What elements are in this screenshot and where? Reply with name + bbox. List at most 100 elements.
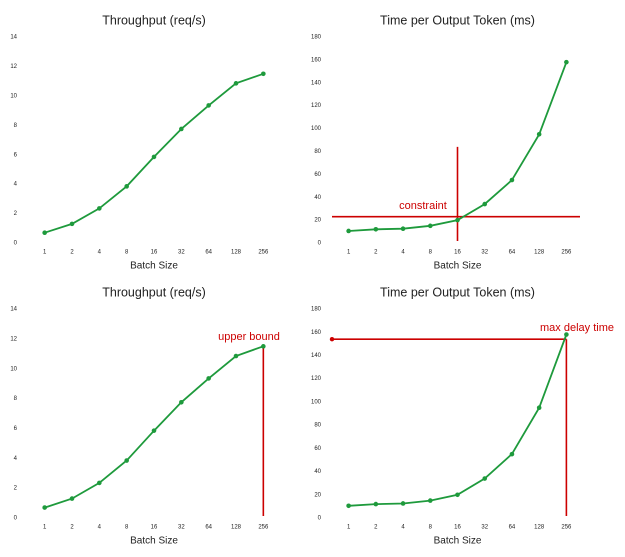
- data-point: [482, 201, 488, 207]
- data-point: [400, 226, 406, 231]
- x-tick-label: 16: [454, 525, 461, 531]
- x-tick-label: 2: [374, 250, 378, 256]
- x-axis-title: Batch Size: [130, 261, 178, 272]
- y-tick-label: 8: [14, 123, 18, 129]
- y-tick-label: 8: [14, 396, 18, 402]
- y-tick-label: 20: [314, 218, 321, 224]
- y-tick-label: 60: [314, 446, 321, 452]
- data-point: [564, 332, 569, 337]
- x-tick-label: 8: [429, 525, 433, 531]
- y-tick-label: 140: [311, 80, 322, 86]
- y-tick-label: 180: [311, 307, 322, 313]
- x-axis-title: Batch Size: [130, 536, 178, 547]
- y-tick-label: 40: [314, 195, 321, 201]
- y-tick-label: 0: [318, 241, 322, 247]
- y-tick-label: 14: [10, 307, 17, 313]
- x-tick-label: 2: [70, 250, 74, 256]
- data-point: [346, 503, 351, 509]
- chart-title: Time per Output Token (ms): [380, 285, 535, 299]
- y-tick-label: 20: [314, 492, 321, 498]
- annotation: upper bound: [218, 331, 280, 343]
- data-point: [373, 501, 379, 507]
- x-tick-label: 32: [178, 525, 185, 531]
- chart-title: Time per Output Token (ms): [380, 13, 535, 27]
- x-tick-label: 256: [561, 525, 572, 531]
- data-point: [124, 184, 129, 189]
- data-point: [373, 226, 379, 232]
- y-tick-label: 80: [314, 149, 321, 155]
- y-tick-label: 12: [10, 64, 17, 70]
- chart-title: Throughput (req/s): [102, 13, 206, 27]
- y-tick-label: 6: [14, 426, 18, 432]
- y-tick-label: 140: [311, 353, 322, 359]
- x-tick-label: 16: [151, 250, 158, 256]
- data-line: [44, 345, 264, 509]
- data-point: [97, 480, 102, 486]
- y-tick-label: 120: [311, 103, 322, 109]
- data-point: [179, 126, 184, 132]
- y-tick-label: 12: [10, 336, 17, 342]
- data-point: [233, 81, 239, 86]
- annotation: constraint: [399, 200, 447, 212]
- y-tick-label: 100: [311, 126, 322, 132]
- data-point: [124, 458, 129, 463]
- x-tick-label: 1: [43, 250, 47, 256]
- data-point: [427, 223, 433, 229]
- x-tick-label: 32: [481, 525, 488, 531]
- data-point: [261, 71, 266, 77]
- x-tick-label: 256: [561, 250, 572, 256]
- reference-marker: [329, 336, 335, 342]
- x-tick-label: 1: [347, 525, 351, 531]
- data-point: [536, 405, 542, 410]
- x-axis-title: Batch Size: [434, 536, 482, 547]
- x-tick-label: 128: [231, 525, 242, 531]
- data-point: [179, 400, 184, 405]
- y-tick-label: 2: [14, 211, 18, 217]
- x-tick-label: 128: [231, 250, 242, 256]
- x-tick-label: 8: [125, 250, 129, 256]
- data-point: [42, 505, 47, 510]
- x-axis-title: Batch Size: [434, 261, 482, 272]
- y-tick-label: 100: [311, 399, 322, 405]
- annotation: max delay time: [540, 322, 614, 334]
- data-point: [151, 154, 157, 160]
- y-tick-label: 14: [10, 35, 17, 41]
- y-tick-label: 4: [14, 182, 18, 188]
- data-point: [69, 496, 75, 501]
- x-tick-label: 64: [205, 525, 212, 531]
- y-tick-label: 180: [311, 35, 322, 41]
- y-tick-label: 10: [10, 93, 17, 99]
- y-tick-label: 4: [14, 456, 18, 462]
- y-tick-label: 160: [311, 57, 322, 63]
- y-tick-label: 6: [14, 152, 18, 158]
- data-point: [455, 217, 460, 223]
- y-tick-label: 160: [311, 330, 322, 336]
- x-tick-label: 1: [43, 525, 47, 531]
- x-tick-label: 256: [258, 250, 269, 256]
- x-tick-label: 16: [151, 525, 158, 531]
- x-tick-label: 4: [401, 250, 405, 256]
- x-tick-label: 64: [205, 250, 212, 256]
- y-tick-label: 60: [314, 172, 321, 178]
- data-point: [42, 230, 47, 235]
- data-point: [206, 376, 211, 381]
- data-point: [400, 501, 406, 506]
- x-tick-label: 128: [534, 525, 545, 531]
- x-tick-label: 128: [534, 250, 545, 256]
- data-point: [509, 451, 515, 457]
- y-tick-label: 40: [314, 469, 321, 475]
- data-point: [151, 428, 157, 433]
- x-tick-label: 4: [98, 525, 102, 531]
- y-tick-label: 0: [14, 241, 18, 247]
- data-point: [482, 476, 488, 481]
- y-tick-label: 120: [311, 376, 322, 382]
- data-point: [97, 206, 102, 211]
- x-tick-label: 8: [429, 250, 433, 256]
- y-tick-label: 10: [10, 366, 17, 372]
- x-tick-label: 256: [258, 525, 269, 531]
- x-tick-label: 32: [481, 250, 488, 256]
- chart-title: Throughput (req/s): [102, 285, 206, 299]
- x-tick-label: 4: [98, 250, 102, 256]
- data-point: [346, 228, 351, 234]
